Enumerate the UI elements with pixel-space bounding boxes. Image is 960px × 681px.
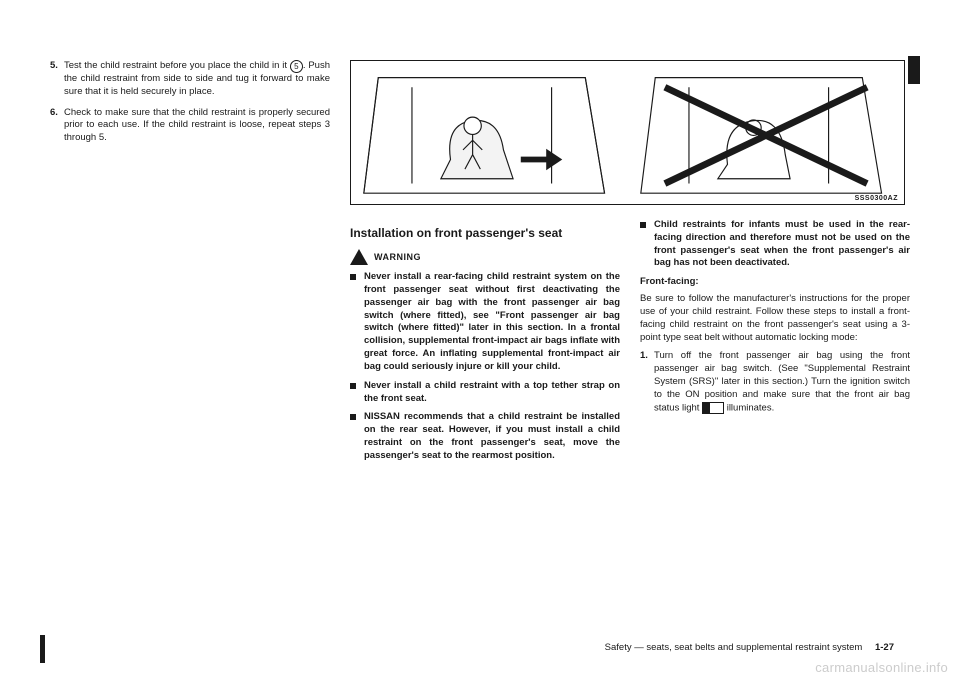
item-number: 5. <box>50 60 64 99</box>
item-number: 6. <box>50 107 64 145</box>
bullet-icon <box>640 219 654 270</box>
circled-number-icon: 5 <box>290 60 303 73</box>
bullet-text: Never install a rear-facing child restra… <box>364 271 620 374</box>
text-fragment: Turn off the front passenger air bag usi… <box>654 350 910 413</box>
right-columns-wrap: SSS0300AZ Installation on front passenge… <box>350 60 910 600</box>
page-footer: Safety — seats, seat belts and supplemen… <box>0 642 960 653</box>
column-2: Installation on front passenger's seat W… <box>350 219 620 600</box>
bullet-item: Never install a rear-facing child restra… <box>350 271 620 374</box>
figure-left <box>351 61 628 204</box>
right-text-row: Installation on front passenger's seat W… <box>350 219 910 600</box>
section-tab-left <box>40 635 45 663</box>
text-fragment: Test the child restraint before you plac… <box>64 60 290 71</box>
bullet-item: Child restraints for infants must be use… <box>640 219 910 270</box>
item-text: Test the child restraint before you plac… <box>64 60 330 99</box>
paragraph: Be sure to follow the manufacturer's ins… <box>640 293 910 344</box>
ordered-item: 1. Turn off the front passenger air bag … <box>640 350 910 415</box>
ordered-item: 5. Test the child restraint before you p… <box>50 60 330 99</box>
bullet-text: Child restraints for infants must be use… <box>654 219 910 270</box>
bullet-item: NISSAN recommends that a child restraint… <box>350 411 620 462</box>
figure-box: SSS0300AZ <box>350 60 905 205</box>
bullet-icon <box>350 380 364 406</box>
column-1: 5. Test the child restraint before you p… <box>50 60 330 600</box>
warning-label: WARNING <box>374 251 421 263</box>
figure-label: SSS0300AZ <box>855 195 898 202</box>
item-text: Check to make sure that the child restra… <box>64 107 330 145</box>
column-3: Child restraints for infants must be use… <box>640 219 910 600</box>
footer-section: Safety — seats, seat belts and supplemen… <box>605 642 863 653</box>
ordered-item: 6. Check to make sure that the child res… <box>50 107 330 145</box>
warning-triangle-icon <box>350 249 368 265</box>
bullet-icon <box>350 411 364 462</box>
bullet-item: Never install a child restraint with a t… <box>350 380 620 406</box>
airbag-status-light-icon <box>702 402 724 414</box>
child-seat-crossed-icon <box>636 68 896 198</box>
bullet-icon <box>350 271 364 374</box>
watermark: carmanualsonline.info <box>815 660 948 675</box>
content-columns: 5. Test the child restraint before you p… <box>50 60 910 600</box>
figure-right <box>628 61 905 204</box>
section-tab-right <box>908 56 920 84</box>
bullet-text: NISSAN recommends that a child restraint… <box>364 411 620 462</box>
footer-page-number: 1-27 <box>875 642 894 653</box>
subheading: Installation on front passenger's seat <box>350 225 620 241</box>
item-number: 1. <box>640 350 654 415</box>
sub-subheading: Front-facing: <box>640 276 910 289</box>
child-seat-correct-icon <box>359 68 619 198</box>
warning-row: WARNING <box>350 249 620 265</box>
text-fragment: illuminates. <box>727 402 775 413</box>
bullet-text: Never install a child restraint with a t… <box>364 380 620 406</box>
item-text: Turn off the front passenger air bag usi… <box>654 350 910 415</box>
manual-page: 5. Test the child restraint before you p… <box>0 0 960 681</box>
